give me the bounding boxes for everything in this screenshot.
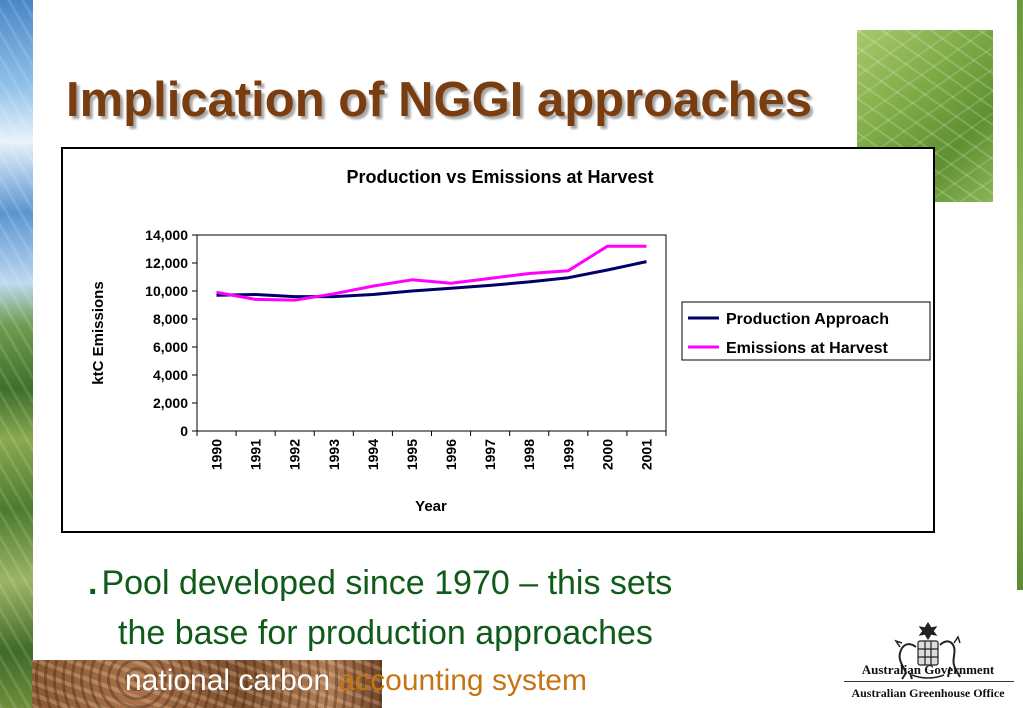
- series-line: [216, 260, 647, 299]
- x-tick-label: 1996: [443, 439, 459, 470]
- x-tick-label: 1995: [404, 439, 420, 470]
- x-tick-label: 1992: [287, 439, 303, 470]
- x-axis-label: Year: [415, 498, 447, 515]
- chart-legend: Production Approach Emissions at Harvest: [681, 301, 931, 361]
- agency-name: Australian Greenhouse Office: [851, 686, 1005, 700]
- chart-title: Production vs Emissions at Harvest: [346, 167, 653, 187]
- bullet-marker: .: [88, 564, 98, 602]
- x-tick-label: 1994: [365, 439, 381, 470]
- x-axis-ticks: 1990 1991 1992 1993 1994 1995 1996 1997 1998 1999…: [196, 431, 667, 470]
- right-decorative-strip: [1017, 0, 1023, 590]
- legend-label: Production Approach: [726, 311, 889, 328]
- y-tick-label: 10,000: [145, 283, 188, 299]
- x-tick-label: 1998: [521, 439, 537, 470]
- x-tick-label: 2001: [638, 439, 654, 470]
- x-tick-label: 1993: [326, 439, 342, 470]
- divider: [844, 681, 1014, 682]
- y-tick-label: 2,000: [153, 395, 188, 411]
- chart-frame: Production vs Emissions at Harvest 0 2,00…: [61, 147, 935, 533]
- y-tick-label: 0: [180, 423, 188, 439]
- x-tick-label: 1997: [482, 439, 498, 470]
- legend-box: [681, 301, 931, 361]
- footer-brand: national carbon accounting system: [125, 664, 587, 698]
- government-name: Australian Government: [861, 662, 995, 677]
- bullet-point: . Pool developed since 1970 – this sets t…: [88, 558, 848, 658]
- plot-area: [196, 234, 667, 432]
- line-chart: Production vs Emissions at Harvest 0 2,00…: [90, 167, 931, 515]
- x-tick-label: 1990: [209, 439, 225, 470]
- left-decorative-strip: [0, 0, 33, 708]
- x-tick-label: 1999: [560, 439, 576, 470]
- slide-title: Implication of NGGI approaches: [66, 73, 813, 127]
- footer-brand-part1: national carbon: [125, 664, 331, 697]
- legend-label: Emissions at Harvest: [726, 340, 889, 357]
- bullet-text-line2: the base for production approaches: [118, 614, 653, 652]
- series-lines: [216, 244, 647, 302]
- footer-brand-part2: accounting system: [338, 664, 587, 697]
- coat-of-arms-icon: [894, 621, 961, 680]
- y-tick-label: 6,000: [153, 339, 188, 355]
- footer-soil-image: [32, 660, 382, 708]
- y-tick-label: 12,000: [145, 255, 188, 271]
- y-tick-label: 14,000: [145, 227, 188, 243]
- y-axis-ticks: 0 2,000 4,000 6,000 8,000 10,000 12,000 14,000: [145, 227, 197, 439]
- x-tick-label: 1991: [248, 439, 264, 470]
- bullet-text-line1: Pool developed since 1970 – this sets: [101, 564, 673, 602]
- y-tick-label: 8,000: [153, 311, 188, 327]
- y-axis-label: ktC Emissions: [90, 281, 107, 384]
- y-tick-label: 4,000: [153, 367, 188, 383]
- x-tick-label: 2000: [599, 439, 615, 470]
- series-line: [216, 244, 647, 302]
